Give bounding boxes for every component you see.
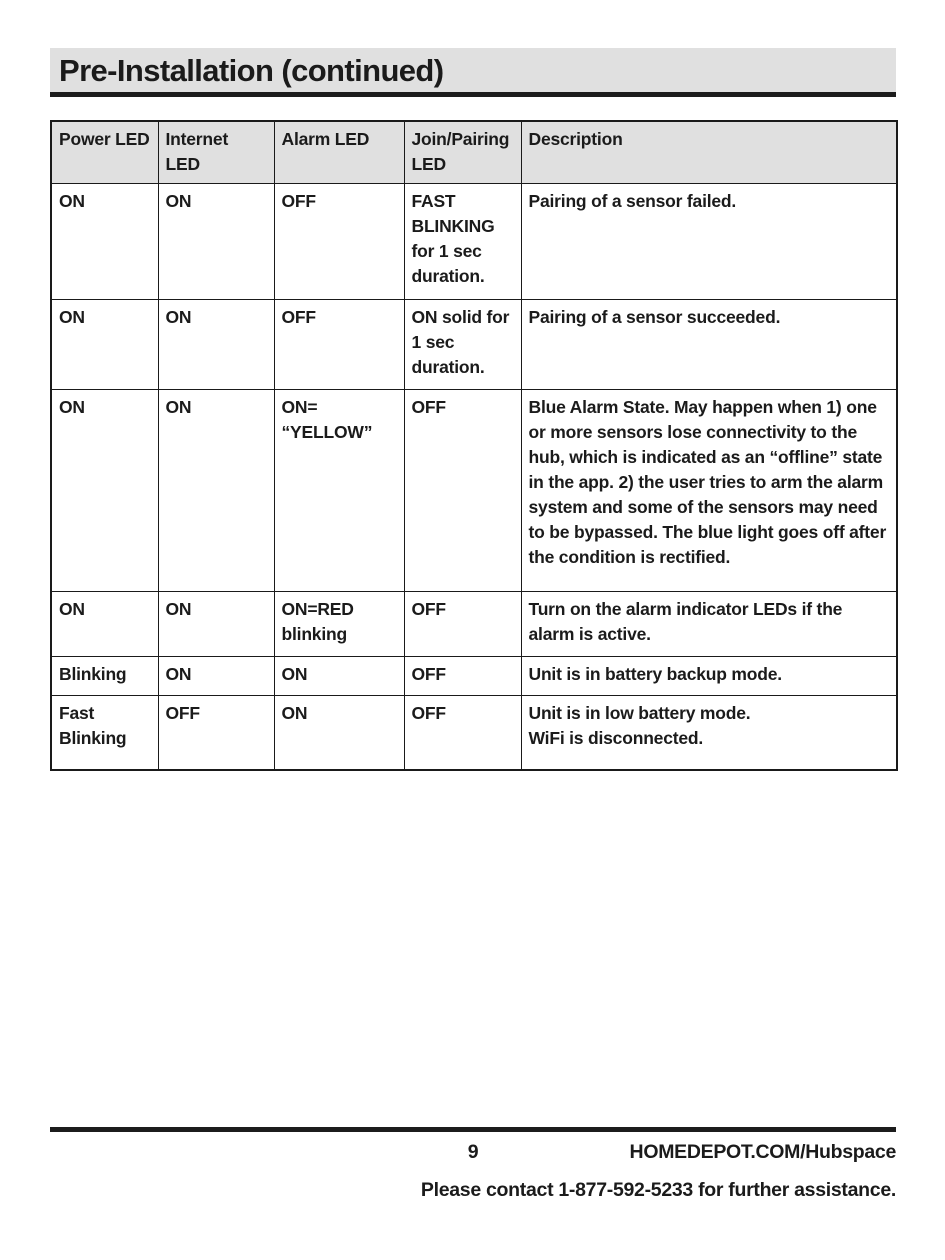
table-cell: Pairing of a sensor failed. bbox=[520, 182, 898, 300]
table-cell: OFF bbox=[403, 694, 522, 771]
column-header: Description bbox=[520, 120, 898, 184]
table-cell: ON bbox=[50, 298, 159, 390]
page-number: 9 bbox=[467, 1141, 479, 1163]
table-cell: ON bbox=[157, 388, 275, 592]
table-header-row: Power LED Internet LED Alarm LED Join/Pairi… bbox=[50, 120, 898, 184]
table-cell: ON= “YELLOW” bbox=[273, 388, 405, 592]
table-cell: Pairing of a sensor succeeded. bbox=[520, 298, 898, 390]
page-title: Pre-Installation (continued) bbox=[59, 53, 444, 88]
table-row: ON ON ON=RED blinking OFF Turn on the alarm … bbox=[50, 590, 898, 657]
table-cell: Blue Alarm State. May happen when 1) one… bbox=[520, 388, 898, 592]
column-header: Alarm LED bbox=[273, 120, 405, 184]
table-cell: OFF bbox=[403, 590, 522, 657]
table-cell: ON bbox=[157, 590, 275, 657]
table-cell: ON bbox=[273, 694, 405, 771]
table-row: ON ON OFF ON solid for 1 sec duration. Pairi… bbox=[50, 298, 898, 390]
table-row: ON ON ON= “YELLOW” OFF Blue Alarm State. May… bbox=[50, 388, 898, 592]
table-row: Fast Blinking OFF ON OFF Unit is in low batt… bbox=[50, 694, 898, 771]
table-cell: ON solid for 1 sec duration. bbox=[403, 298, 522, 390]
footer-divider bbox=[50, 1127, 896, 1132]
table-cell: ON bbox=[50, 182, 159, 300]
section-title-bar: Pre-Installation (continued) bbox=[50, 48, 896, 97]
table-cell: ON bbox=[50, 388, 159, 592]
table-cell: Fast Blinking bbox=[50, 694, 159, 771]
table-cell: FAST BLINKING for 1 sec duration. bbox=[403, 182, 522, 300]
table-cell: Unit is in low battery mode. WiFi is dis… bbox=[520, 694, 898, 771]
column-header: Join/Pairing LED bbox=[403, 120, 522, 184]
table-cell: ON=RED blinking bbox=[273, 590, 405, 657]
table-cell: OFF bbox=[157, 694, 275, 771]
footer-contact: Please contact 1-877-592-5233 for furthe… bbox=[420, 1179, 896, 1201]
table-cell: OFF bbox=[403, 655, 522, 696]
column-header: Power LED bbox=[50, 120, 159, 184]
table-cell: OFF bbox=[273, 182, 405, 300]
column-header: Internet LED bbox=[157, 120, 275, 184]
table-cell: ON bbox=[157, 298, 275, 390]
table-cell: ON bbox=[50, 590, 159, 657]
table-cell: ON bbox=[273, 655, 405, 696]
footer-line: 9 HOMEDEPOT.COM/Hubspace bbox=[50, 1139, 897, 1165]
table-row: Blinking ON ON OFF Unit is in battery backup… bbox=[50, 655, 898, 696]
table-cell: ON bbox=[157, 182, 275, 300]
footer-website: HOMEDEPOT.COM/Hubspace bbox=[629, 1141, 897, 1163]
table-cell: OFF bbox=[403, 388, 522, 592]
table-cell: Unit is in battery backup mode. bbox=[520, 655, 898, 696]
table-cell: Blinking bbox=[50, 655, 159, 696]
table-cell: OFF bbox=[273, 298, 405, 390]
table-cell: ON bbox=[157, 655, 275, 696]
table-row: ON ON OFF FAST BLINKING for 1 sec duration.… bbox=[50, 182, 898, 300]
table-cell: Turn on the alarm indicator LEDs if the … bbox=[520, 590, 898, 657]
led-status-table: Power LED Internet LED Alarm LED Join/Pairi… bbox=[50, 120, 898, 771]
